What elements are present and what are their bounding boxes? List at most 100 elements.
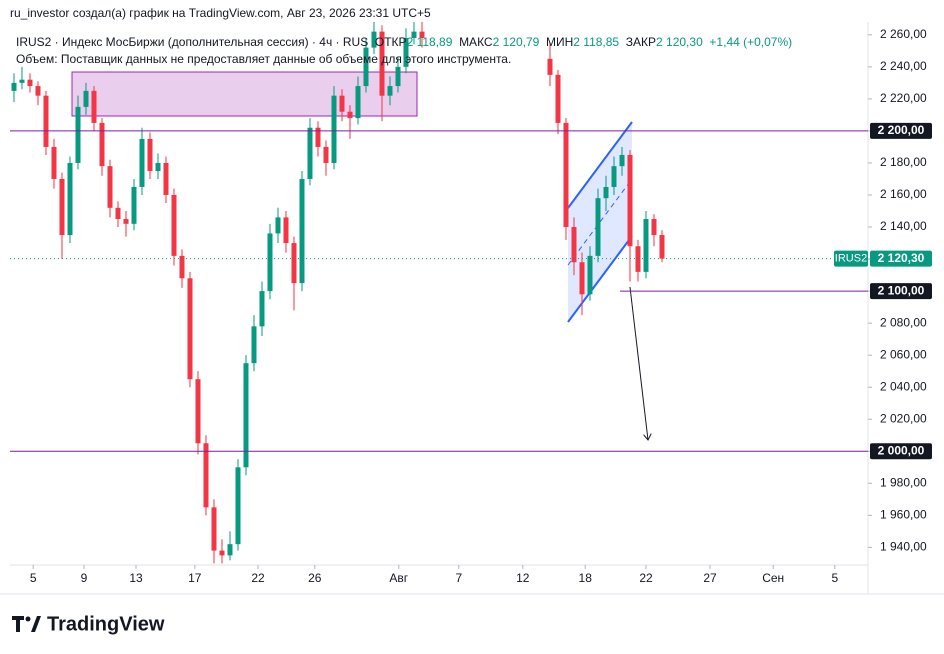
candle-body <box>219 550 225 556</box>
interval: 4ч <box>319 35 333 49</box>
candle-body <box>555 74 561 123</box>
candle-body <box>163 162 169 195</box>
y-tick-label: 1 980,00 <box>880 475 927 489</box>
high-value: 2 120,79 <box>492 35 540 49</box>
candle-body <box>187 278 193 380</box>
y-tick-label: 2 060,00 <box>880 347 927 361</box>
close-label: ЗАКР <box>625 35 657 49</box>
y-tick-label: 2 180,00 <box>880 155 927 169</box>
candle-body <box>419 31 425 39</box>
candle-body <box>299 178 305 284</box>
candle-body <box>51 146 57 179</box>
plot <box>11 22 665 564</box>
x-tick-label: Авг <box>389 571 408 585</box>
y-tick-label: 1 940,00 <box>880 540 927 554</box>
x-tick-label: 12 <box>516 571 530 585</box>
candle-body <box>155 162 161 171</box>
candle-body <box>99 122 105 167</box>
candle-body <box>131 186 137 224</box>
candle-body <box>203 443 209 508</box>
y-tick-label: 2 220,00 <box>880 91 927 105</box>
candle-body <box>275 217 281 234</box>
symbol: IRUS2 <box>16 35 52 49</box>
x-tick-label: 26 <box>308 571 322 585</box>
candle-body <box>83 90 89 107</box>
x-tick-label: 22 <box>639 571 653 585</box>
candle-body <box>235 467 241 545</box>
candle-body <box>355 86 361 119</box>
header: ru_investor создал(а) график на TradingV… <box>10 6 431 20</box>
hline-box <box>870 122 932 139</box>
candle-body <box>643 219 649 272</box>
candle-body <box>611 166 617 187</box>
y-tick-label: 2 260,00 <box>880 27 927 41</box>
x-tick-label: Сен <box>762 571 784 585</box>
x-tick-label: 7 <box>455 571 462 585</box>
candle-body <box>579 262 585 295</box>
candle-body <box>371 31 377 48</box>
hline-label: 2 100,00 <box>878 283 925 297</box>
candle-body <box>19 79 25 83</box>
candle-body <box>283 217 289 244</box>
candle-body <box>147 138 153 171</box>
candle-body <box>595 198 601 256</box>
y-tick-label: 2 140,00 <box>880 219 927 233</box>
candle-body <box>547 58 553 75</box>
candle-body <box>323 146 329 163</box>
logo-text: TradingView <box>47 613 165 635</box>
candle-body <box>563 122 569 228</box>
change: +1,44 (+0,07%) <box>709 35 793 49</box>
x-tick-label: 17 <box>188 571 202 585</box>
candle-body <box>59 178 65 236</box>
candle-body <box>195 379 201 444</box>
candle-body <box>587 255 593 295</box>
candle-body <box>43 95 49 147</box>
candle-body <box>307 127 313 179</box>
exchange: RUS <box>342 35 369 49</box>
candle-body <box>179 255 185 279</box>
hline-label: 2 000,00 <box>878 443 925 457</box>
candle-body <box>627 154 633 247</box>
candle-body <box>107 166 113 208</box>
last-price-box <box>870 250 932 267</box>
x-tick-label: 5 <box>30 571 37 585</box>
x-tick-label: 5 <box>831 571 838 585</box>
volume-note: Объем: Поставщик данных не предоставляет… <box>16 52 512 66</box>
hline-label: 2 200,00 <box>878 123 925 137</box>
description: Индекс МосБиржи (дополнительная сессия) <box>62 35 309 49</box>
x-tick-label: 18 <box>579 571 593 585</box>
y-tick-label: 1 960,00 <box>880 508 927 522</box>
logo-icon <box>12 616 41 632</box>
candle-body <box>291 243 297 284</box>
candle-body <box>315 127 321 147</box>
candle-body <box>347 111 353 119</box>
candle-body <box>75 106 81 163</box>
channel-top <box>567 121 633 209</box>
hline-box <box>870 283 932 300</box>
x-tick-label: 27 <box>703 571 717 585</box>
candle-body <box>67 162 73 236</box>
candle-body <box>11 82 17 91</box>
candle-body <box>227 544 233 556</box>
low-label: МИН <box>545 35 574 49</box>
symbol-box <box>834 250 868 267</box>
y-tick-label: 2 080,00 <box>880 315 927 329</box>
x-tick-label: 9 <box>81 571 88 585</box>
last-price-label: 2 120,30 <box>878 251 925 265</box>
candle-body <box>603 186 609 199</box>
candle-body <box>659 235 665 259</box>
candle-body <box>123 219 129 224</box>
candle-body <box>251 326 257 364</box>
candle-body <box>411 31 417 39</box>
candle-body <box>115 207 121 220</box>
y-tick-label: 2 020,00 <box>880 411 927 425</box>
open-label: ОТКР <box>374 35 407 49</box>
x-tick-label: 13 <box>129 571 143 585</box>
candle-body <box>139 138 145 187</box>
candle-body <box>27 79 33 87</box>
y-tick-label: 2 240,00 <box>880 59 927 73</box>
x-tick-label: 22 <box>251 571 265 585</box>
candle-body <box>91 90 97 123</box>
